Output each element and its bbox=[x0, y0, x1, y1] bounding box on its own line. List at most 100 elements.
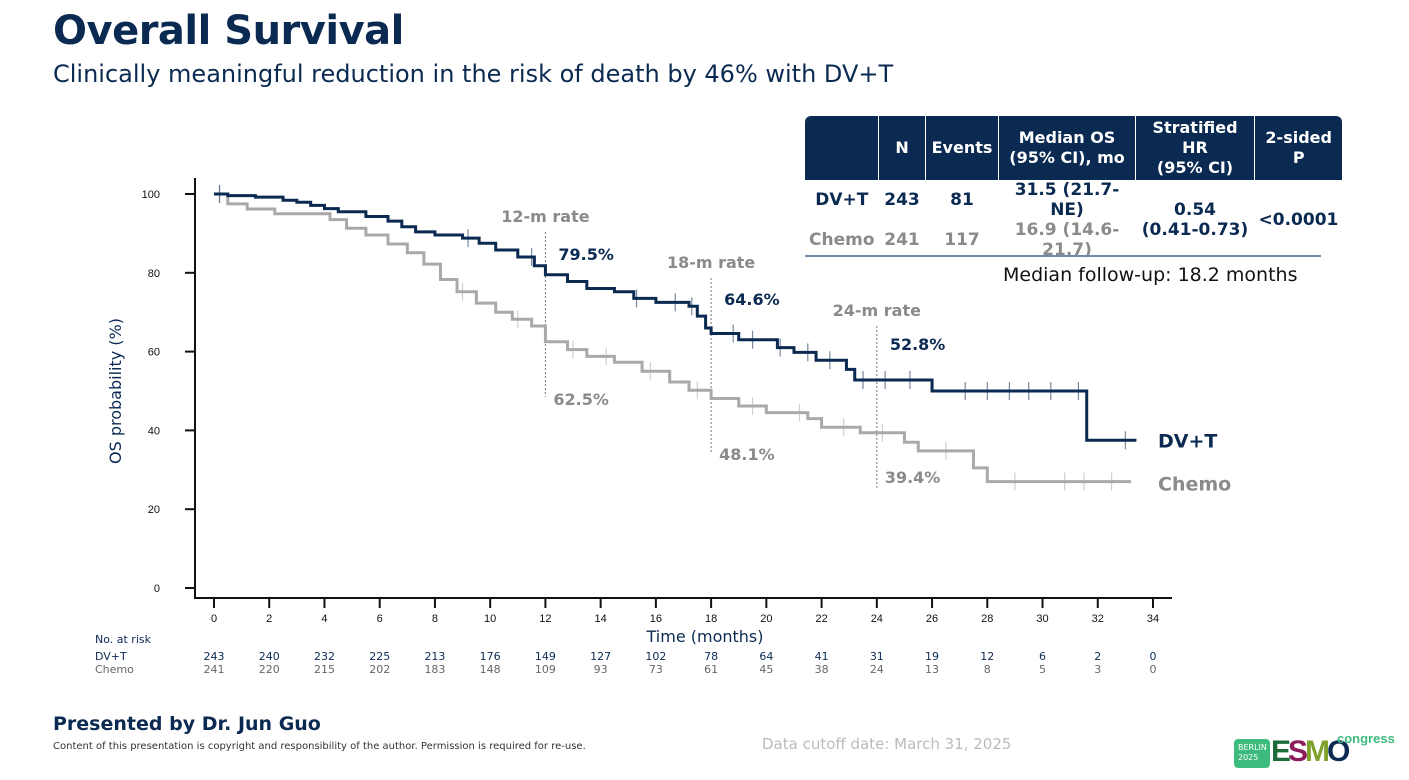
stats-header-median-l1: Median OS bbox=[1018, 128, 1116, 147]
at-risk-label-chemo: Chemo bbox=[95, 663, 134, 676]
page-title: Overall Survival bbox=[53, 8, 404, 54]
stats-header-median-l2: (95% CI), mo bbox=[1009, 148, 1125, 167]
y-tick-label: 20 bbox=[148, 504, 160, 516]
logo-letter: E bbox=[1271, 735, 1291, 768]
arm-name: Chemo bbox=[809, 230, 875, 250]
at-risk-value: 149 bbox=[535, 650, 556, 663]
y-tick-label: 60 bbox=[148, 347, 160, 359]
logo-congress: congress bbox=[1337, 731, 1395, 746]
at-risk-value: 24 bbox=[870, 663, 884, 676]
stats-header-p: 2-sided P bbox=[1254, 116, 1343, 180]
x-tick-label: 34 bbox=[1147, 613, 1159, 625]
stats-header-hr: Stratified HR (95% CI) bbox=[1135, 116, 1255, 180]
at-risk-value: 2 bbox=[1094, 650, 1101, 663]
landmark-dvt-rate: 79.5% bbox=[558, 245, 614, 264]
legend-chemo: Chemo bbox=[1158, 474, 1231, 496]
at-risk-value: 232 bbox=[314, 650, 335, 663]
at-risk-value: 5 bbox=[1039, 663, 1046, 676]
dvt-curve bbox=[214, 192, 1137, 442]
n-value: 243 bbox=[884, 190, 920, 210]
x-tick-label: 24 bbox=[871, 613, 883, 625]
at-risk-value: 41 bbox=[815, 650, 829, 663]
x-tick-label: 8 bbox=[432, 613, 438, 625]
copyright-notice: Content of this presentation is copyrigh… bbox=[53, 741, 586, 752]
median-followup: Median follow-up: 18.2 months bbox=[1003, 264, 1298, 286]
at-risk-value: 176 bbox=[480, 650, 501, 663]
landmark-chemo-rate: 48.1% bbox=[719, 445, 775, 464]
at-risk-value: 240 bbox=[259, 650, 280, 663]
hr-ci: (0.41-0.73) bbox=[1141, 220, 1249, 240]
stats-header-p-l2: P bbox=[1292, 148, 1305, 167]
at-risk-value: 202 bbox=[369, 663, 390, 676]
at-risk-value: 241 bbox=[204, 663, 225, 676]
logo-city: BERLIN bbox=[1238, 743, 1267, 752]
at-risk-value: 6 bbox=[1039, 650, 1046, 663]
y-tick-label: 0 bbox=[154, 583, 160, 595]
at-risk-value: 45 bbox=[759, 663, 773, 676]
chart-labels: 12-m rate 79.5% 62.5% 18-m rate 64.6% 48.1% 24… bbox=[501, 207, 1231, 496]
presenter-name: Presented by Dr. Jun Guo bbox=[53, 713, 321, 735]
data-cutoff: Data cutoff date: March 31, 2025 bbox=[762, 735, 1012, 753]
stats-header-hr-l1: Stratified HR bbox=[1152, 118, 1238, 157]
landmark-lines bbox=[544, 232, 878, 488]
p-value: <0.0001 bbox=[1258, 210, 1339, 230]
at-risk-value: 0 bbox=[1150, 650, 1157, 663]
at-risk-value: 127 bbox=[590, 650, 611, 663]
at-risk-value: 215 bbox=[314, 663, 335, 676]
landmark-title: 24-m rate bbox=[833, 301, 921, 320]
events-value: 117 bbox=[944, 230, 980, 250]
x-tick-label: 16 bbox=[650, 613, 662, 625]
hr-value: 0.54 (0.41-0.73) bbox=[1136, 180, 1255, 260]
at-risk-value: 225 bbox=[369, 650, 390, 663]
x-tick-label: 28 bbox=[981, 613, 993, 625]
median-value: 31.5 (21.7-NE) bbox=[1014, 180, 1120, 220]
hr-estimate: 0.54 bbox=[1174, 200, 1216, 220]
landmark-dvt-rate: 52.8% bbox=[890, 335, 946, 354]
logo-city-badge: BERLIN 2025 bbox=[1234, 739, 1270, 768]
stats-row-chemo: Chemo 241 117 16.9 (14.6-21.7) bbox=[805, 220, 1342, 260]
x-tick-label: 18 bbox=[705, 613, 717, 625]
landmark-title: 12-m rate bbox=[501, 207, 589, 226]
x-tick-label: 10 bbox=[484, 613, 496, 625]
x-tick-label: 6 bbox=[377, 613, 383, 625]
at-risk-value: 78 bbox=[704, 650, 718, 663]
at-risk-value: 64 bbox=[759, 650, 773, 663]
stats-row-dvt: DV+T 243 81 31.5 (21.7-NE) 0.54 (0.41-0.7… bbox=[805, 180, 1342, 240]
at-risk-value: 3 bbox=[1094, 663, 1101, 676]
at-risk-label-dvt: DV+T bbox=[95, 650, 127, 663]
logo-letter: S bbox=[1288, 735, 1308, 768]
at-risk-value: 183 bbox=[424, 663, 445, 676]
x-tick-label: 20 bbox=[760, 613, 772, 625]
at-risk-value: 73 bbox=[649, 663, 663, 676]
at-risk-value: 8 bbox=[984, 663, 991, 676]
at-risk-value: 61 bbox=[704, 663, 718, 676]
logo-letter: M bbox=[1305, 735, 1330, 768]
x-tick-label: 0 bbox=[211, 613, 217, 625]
stats-header-hr-l2: (95% CI) bbox=[1156, 158, 1234, 177]
landmark-dvt-rate: 64.6% bbox=[724, 290, 780, 309]
y-tick-label: 80 bbox=[148, 268, 160, 280]
legend-dvt: DV+T bbox=[1158, 430, 1217, 452]
at-risk-value: 243 bbox=[204, 650, 225, 663]
stats-header-arm bbox=[805, 116, 879, 180]
x-tick-label: 4 bbox=[321, 613, 327, 625]
landmark-chemo-rate: 39.4% bbox=[885, 468, 941, 487]
y-axis-title: OS probability (%) bbox=[106, 318, 125, 464]
logo-letter: O bbox=[1327, 735, 1350, 768]
table-divider bbox=[805, 255, 1321, 257]
y-tick-label: 100 bbox=[142, 189, 160, 201]
logo-year: 2025 bbox=[1238, 753, 1259, 762]
x-tick-label: 32 bbox=[1092, 613, 1104, 625]
arm-name: DV+T bbox=[815, 190, 869, 210]
x-tick-label: 22 bbox=[815, 613, 827, 625]
at-risk-value: 213 bbox=[424, 650, 445, 663]
x-tick-label: 2 bbox=[266, 613, 272, 625]
landmark-title: 18-m rate bbox=[667, 253, 755, 272]
x-axis-title: Time (months) bbox=[646, 627, 764, 646]
at-risk-value: 102 bbox=[645, 650, 666, 663]
at-risk-value: 31 bbox=[870, 650, 884, 663]
at-risk-value: 0 bbox=[1150, 663, 1157, 676]
at-risk-title: No. at risk bbox=[95, 633, 152, 646]
